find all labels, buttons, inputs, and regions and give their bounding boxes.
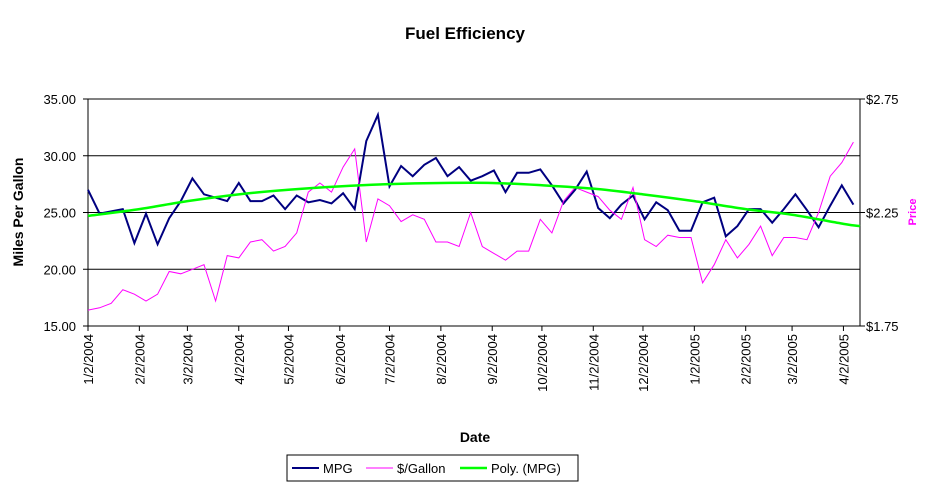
- series-line: [87, 111, 855, 247]
- legend-label: $/Gallon: [397, 461, 445, 476]
- x-tick-label: 3/2/2005: [785, 334, 800, 385]
- y2-tick-label: $2.25: [866, 206, 899, 221]
- y2-axis-label: Price: [907, 199, 919, 226]
- x-tick-label: 8/2/2004: [434, 334, 449, 385]
- x-tick-label: 4/2/2005: [836, 334, 851, 385]
- legend-label: Poly. (MPG): [491, 461, 561, 476]
- y-tick-label: 15.00: [43, 319, 76, 334]
- x-tick-label: 1/2/2005: [687, 334, 702, 385]
- x-tick-label: 2/2/2005: [739, 334, 754, 385]
- y-tick-label: 35.00: [43, 92, 76, 107]
- x-tick-label: 6/2/2004: [333, 334, 348, 385]
- x-tick-label: 7/2/2004: [383, 334, 398, 385]
- x-tick-label: 11/2/2004: [586, 334, 601, 391]
- x-tick-label: 5/2/2004: [281, 334, 296, 385]
- legend-box: [286, 454, 579, 482]
- x-tick-label: 12/2/2004: [636, 334, 651, 392]
- x-tick-label: 2/2/2004: [132, 334, 147, 385]
- x-tick-label: 9/2/2004: [485, 334, 500, 385]
- legend-label: MPG: [323, 461, 353, 476]
- y-axis-label: Miles Per Gallon: [10, 158, 26, 267]
- y2-tick-label: $2.75: [866, 92, 899, 107]
- y2-tick-label: $1.75: [866, 319, 899, 334]
- y-tick-label: 30.00: [43, 149, 76, 164]
- x-tick-label: 1/2/2004: [81, 334, 96, 385]
- series-line: [87, 141, 854, 311]
- x-axis-label: Date: [460, 429, 491, 445]
- y-tick-label: 20.00: [43, 262, 76, 277]
- x-tick-label: 10/2/2004: [535, 334, 550, 392]
- x-tick-label: 3/2/2004: [180, 334, 195, 385]
- trendline: [87, 181, 861, 228]
- x-tick-label: 4/2/2004: [232, 334, 247, 385]
- y-tick-label: 25.00: [43, 206, 76, 221]
- chart-title: Fuel Efficiency: [405, 24, 526, 43]
